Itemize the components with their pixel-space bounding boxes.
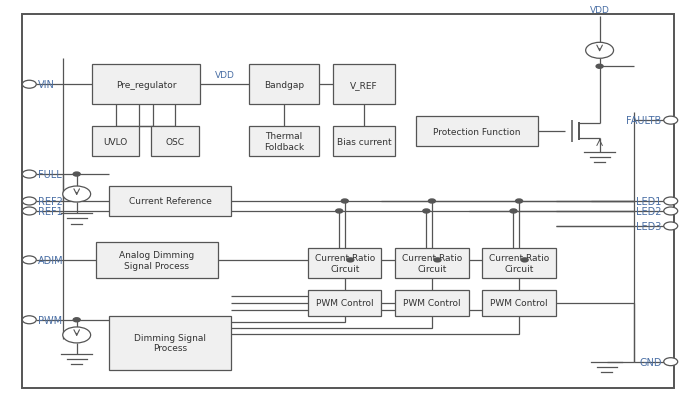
Text: Current Ratio
Circuit: Current Ratio Circuit <box>314 253 375 273</box>
Circle shape <box>516 200 523 203</box>
Circle shape <box>664 358 678 366</box>
Circle shape <box>423 209 430 213</box>
Text: Bandgap: Bandgap <box>264 81 304 89</box>
Text: VIN: VIN <box>38 80 55 90</box>
Text: VDD: VDD <box>215 71 235 80</box>
Text: LED2: LED2 <box>636 207 662 217</box>
Circle shape <box>664 223 678 230</box>
Circle shape <box>428 200 435 203</box>
Circle shape <box>434 258 441 262</box>
Text: Bias current: Bias current <box>337 137 391 146</box>
Circle shape <box>22 171 36 178</box>
Bar <box>395 290 468 316</box>
Text: V_REF: V_REF <box>350 81 378 89</box>
Bar <box>332 127 396 157</box>
Bar <box>92 127 139 157</box>
Text: Analog Dimming
Signal Process: Analog Dimming Signal Process <box>119 251 194 270</box>
Text: VDD: VDD <box>589 6 610 15</box>
Bar <box>95 242 218 278</box>
Text: GND: GND <box>639 357 662 367</box>
Text: UVLO: UVLO <box>104 137 128 146</box>
Bar <box>308 248 382 278</box>
Text: FAULTB: FAULTB <box>626 116 662 126</box>
Circle shape <box>22 207 36 215</box>
Circle shape <box>664 117 678 125</box>
Circle shape <box>586 43 613 59</box>
Circle shape <box>74 172 80 176</box>
Text: Dimming Signal
Process: Dimming Signal Process <box>134 333 206 352</box>
Text: PWM Control: PWM Control <box>403 299 461 308</box>
Text: LED3: LED3 <box>636 221 662 231</box>
Circle shape <box>664 207 678 215</box>
Text: REF1: REF1 <box>38 207 63 217</box>
Bar <box>482 290 556 316</box>
Bar <box>482 248 556 278</box>
Text: Protection Function: Protection Function <box>433 127 521 136</box>
Bar <box>249 127 318 157</box>
Circle shape <box>347 258 354 262</box>
Bar <box>151 127 199 157</box>
Text: ADIM: ADIM <box>38 255 64 265</box>
Bar <box>416 117 538 147</box>
Text: PWM Control: PWM Control <box>490 299 548 308</box>
Bar <box>332 65 396 105</box>
Text: Pre_regulator: Pre_regulator <box>116 81 176 89</box>
Text: PWM Control: PWM Control <box>316 299 374 308</box>
Circle shape <box>22 256 36 264</box>
Text: OSC: OSC <box>165 137 185 146</box>
Bar <box>395 248 468 278</box>
Circle shape <box>596 65 603 69</box>
Circle shape <box>22 316 36 324</box>
Circle shape <box>664 198 678 205</box>
Text: PWM: PWM <box>38 315 62 325</box>
Circle shape <box>510 209 517 213</box>
Bar <box>109 316 232 370</box>
Text: REF2: REF2 <box>38 196 63 207</box>
Circle shape <box>63 186 90 203</box>
Bar <box>109 186 232 217</box>
Text: Current Reference: Current Reference <box>129 197 212 206</box>
Text: Current Ratio
Circuit: Current Ratio Circuit <box>402 253 462 273</box>
Circle shape <box>342 200 349 203</box>
Circle shape <box>336 209 343 213</box>
Circle shape <box>522 258 528 262</box>
Text: FULL: FULL <box>38 170 62 180</box>
Circle shape <box>22 198 36 205</box>
Circle shape <box>74 318 80 322</box>
Circle shape <box>22 81 36 89</box>
Text: LED1: LED1 <box>636 196 662 207</box>
Bar <box>308 290 382 316</box>
Bar <box>249 65 318 105</box>
Circle shape <box>63 327 90 343</box>
Bar <box>92 65 200 105</box>
Text: Current Ratio
Circuit: Current Ratio Circuit <box>489 253 550 273</box>
Text: Thermal
Foldback: Thermal Foldback <box>264 132 304 152</box>
